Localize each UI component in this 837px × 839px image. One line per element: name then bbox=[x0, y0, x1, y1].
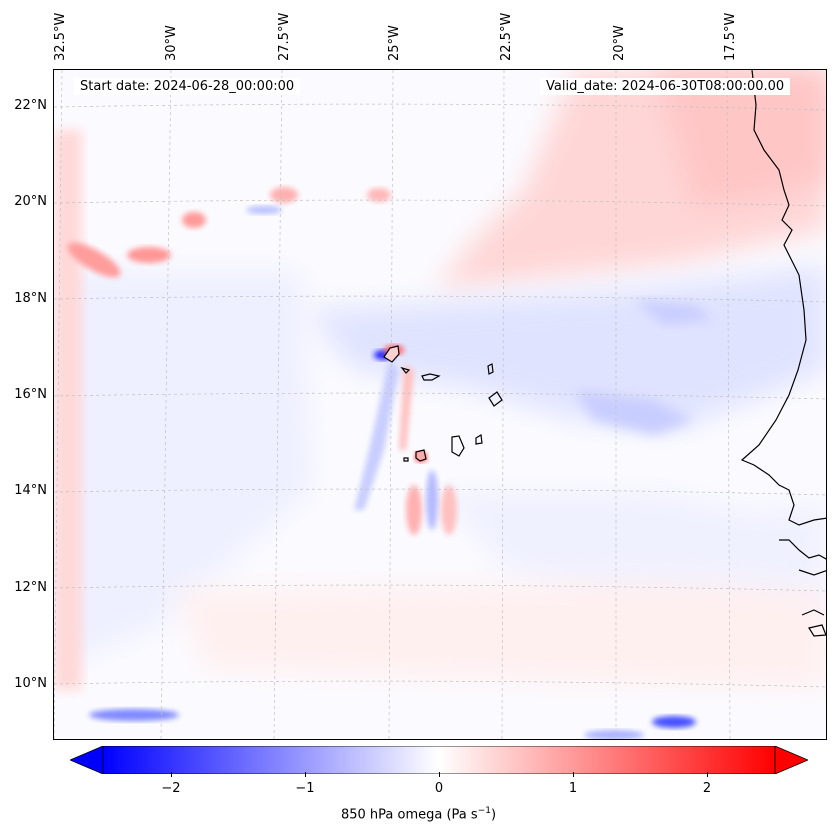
lon-label: 32.5°W bbox=[53, 12, 68, 61]
colorbar-gradient bbox=[68, 745, 810, 775]
lat-label: 20°N bbox=[14, 194, 47, 209]
map-panel: Start date: 2024-06-28_00:00:00 Valid_da… bbox=[53, 69, 827, 740]
colorbar-tickmark bbox=[707, 772, 708, 777]
colorbar-tick-label: 2 bbox=[702, 781, 712, 796]
colorbar-tick-label: 0 bbox=[434, 781, 444, 796]
colorbar-tickmark bbox=[171, 772, 172, 777]
lon-label: 30°W bbox=[164, 25, 179, 61]
colorbar-tickmark bbox=[573, 772, 574, 777]
omega-field bbox=[54, 70, 826, 739]
lon-label: 22.5°W bbox=[499, 12, 514, 61]
omega-field-map bbox=[54, 70, 826, 739]
lat-label: 14°N bbox=[14, 483, 47, 498]
lon-label: 25°W bbox=[387, 25, 402, 61]
colorbar-tick-label: 1 bbox=[568, 781, 578, 796]
colorbar-label: 850 hPa omega (Pa s−1) bbox=[340, 806, 497, 823]
lat-label: 10°N bbox=[14, 676, 47, 691]
colorbar-units-exponent: −1 bbox=[477, 806, 491, 816]
lat-label: 12°N bbox=[14, 580, 47, 595]
coastline bbox=[383, 70, 826, 637]
lat-label: 18°N bbox=[14, 291, 47, 306]
lat-label: 22°N bbox=[14, 98, 47, 113]
start-date-label: Start date: 2024-06-28_00:00:00 bbox=[74, 78, 301, 95]
colorbar-tickmark bbox=[305, 772, 306, 777]
colorbar-tick-label: −1 bbox=[295, 781, 315, 796]
colorbar bbox=[68, 745, 810, 775]
lon-label: 17.5°W bbox=[723, 12, 738, 61]
colorbar-tickmark bbox=[439, 772, 440, 777]
colorbar-variable: 850 hPa omega bbox=[340, 807, 443, 823]
lat-label: 16°N bbox=[14, 387, 47, 402]
colorbar-tick-label: −2 bbox=[161, 781, 181, 796]
lon-label: 27.5°W bbox=[277, 12, 292, 61]
colorbar-units: Pa s bbox=[451, 807, 478, 823]
lon-label: 20°W bbox=[612, 25, 627, 61]
valid-date-label: Valid_date: 2024-06-30T08:00:00.00 bbox=[540, 78, 791, 95]
graticule bbox=[54, 70, 826, 739]
